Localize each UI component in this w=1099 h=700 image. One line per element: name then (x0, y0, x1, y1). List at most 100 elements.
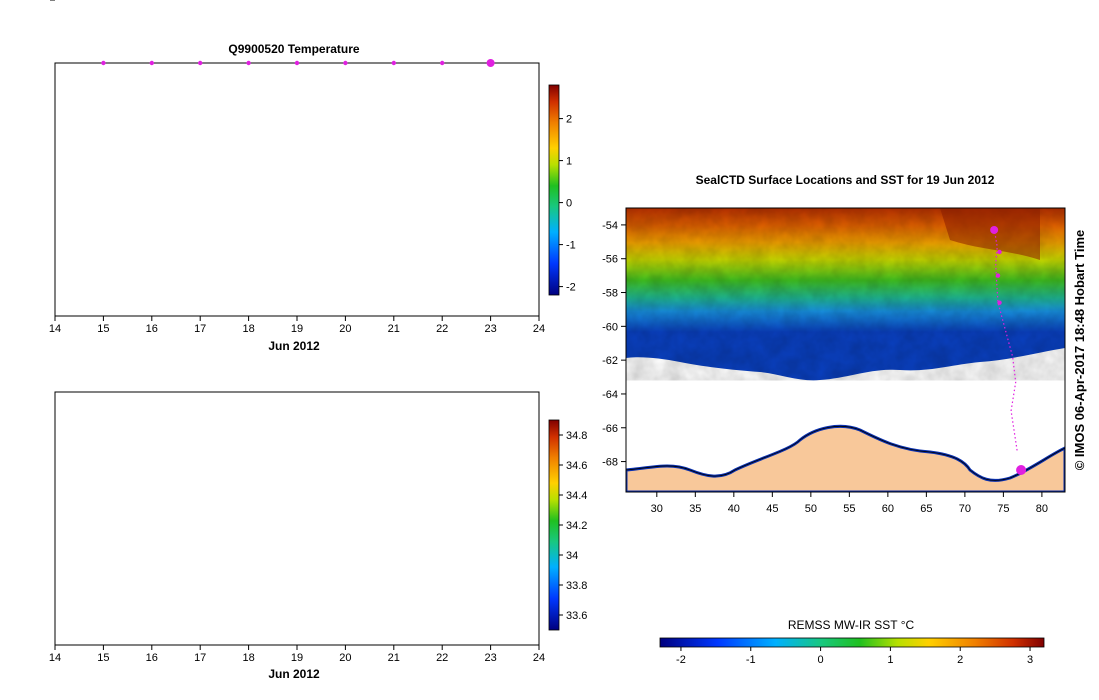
temperature-title: Q9900520 Temperature (228, 42, 360, 56)
y-tick-label: -200 (25, 0, 47, 3)
profile-marker (391, 60, 396, 66)
salinity-y-ticks: 0-200-400-600-800-1000-1200-1400 (19, 0, 55, 3)
temperature-x-ticks: 14 15 16 17 18 19 20 21 22 23 24 (49, 316, 545, 335)
x-tick-label: 20 (339, 323, 351, 335)
colorbar-tick-label: 33.8 (566, 580, 587, 592)
profile-marker (101, 60, 106, 66)
y-tick-label: -1200 (19, 0, 47, 3)
profile-marker (343, 60, 348, 66)
map-lon-ticks: 30 35 40 45 50 55 60 65 70 75 80 (651, 492, 1048, 515)
lon-tick-label: 80 (1036, 503, 1048, 515)
x-tick-label: 23 (484, 652, 496, 664)
last-location-marker (1016, 465, 1027, 476)
current-location-marker (990, 225, 999, 234)
x-tick-label: 15 (97, 652, 109, 664)
temperature-axes-frame (54, 62, 540, 317)
map-title: SealCTD Surface Locations and SST for 19… (696, 173, 995, 187)
lon-tick-label: 35 (689, 503, 701, 515)
surface-marker (997, 249, 1002, 255)
salinity-axes-frame (54, 391, 540, 646)
x-tick-label: 22 (436, 323, 448, 335)
y-tick-label: -1000 (19, 0, 47, 3)
lon-tick-label: 75 (997, 503, 1009, 515)
temperature-colorbar-ticks: 2 1 0 -1 -2 (559, 114, 576, 294)
x-tick-label: 24 (533, 652, 545, 664)
y-tick-label: -200 (25, 0, 47, 3)
x-tick-label: 18 (242, 652, 254, 664)
sst-colorbar-label: REMSS MW-IR SST °C (788, 618, 915, 632)
lat-tick-label: -68 (602, 457, 618, 469)
sst-colorbar-tick-label: 2 (957, 654, 963, 666)
sst-colorbar-tick-label: -1 (746, 654, 756, 666)
lon-tick-label: 65 (920, 503, 932, 515)
profile-marker (486, 59, 495, 67)
x-tick-label: 15 (97, 323, 109, 335)
sst-colorbar-tick-label: 1 (887, 654, 893, 666)
profile-marker (246, 60, 251, 66)
colorbar-tick-label: -1 (566, 240, 576, 252)
imos-timestamp-label: © IMOS 06-Apr-2017 18:48 Hobart Time (1072, 230, 1087, 471)
salinity-colorbar-ticks: 34.8 34.6 34.4 34.2 34 33.8 33.6 (559, 430, 587, 622)
track-line (993, 228, 1018, 452)
y-tick-label: -800 (25, 0, 47, 3)
sst-colorbar-tick-label: 0 (818, 654, 824, 666)
sst-colorbar-ticks: -2 -1 0 1 2 3 (676, 647, 1033, 666)
lat-tick-label: -60 (602, 321, 618, 333)
x-tick-label: 24 (533, 323, 545, 335)
salinity-x-ticks: 14 15 16 17 18 19 20 21 22 23 24 (49, 645, 545, 664)
x-tick-label: 16 (146, 652, 158, 664)
profile-marker (294, 60, 300, 66)
x-tick-label: 21 (388, 652, 400, 664)
x-tick-label: 22 (436, 652, 448, 664)
y-tick-label: -1200 (19, 0, 47, 3)
y-tick-label: 0 (41, 0, 47, 3)
lat-tick-label: -62 (602, 355, 618, 367)
surface-marker (995, 273, 1001, 278)
lat-tick-label: -64 (602, 389, 618, 401)
x-tick-label: 17 (194, 652, 206, 664)
colorbar-tick-label: 0 (566, 198, 572, 210)
lat-tick-label: -58 (602, 288, 618, 300)
profile-marker (440, 60, 445, 66)
temperature-xlabel: Jun 2012 (268, 339, 320, 353)
lon-tick-label: 45 (766, 503, 778, 515)
colorbar-tick-label: 34.8 (566, 430, 587, 442)
sst-field (626, 208, 1065, 492)
seal-track (990, 225, 1027, 476)
x-tick-label: 19 (291, 652, 303, 664)
profile-marker (198, 60, 203, 66)
profile-marker (149, 60, 154, 66)
colorbar-tick-label: -2 (566, 282, 576, 294)
y-tick-label: -400 (25, 0, 47, 3)
x-tick-label: 14 (49, 652, 61, 664)
x-tick-label: 18 (242, 323, 254, 335)
y-tick-label: 0 (41, 0, 47, 3)
x-tick-label: 14 (49, 323, 61, 335)
x-tick-label: 20 (339, 652, 351, 664)
y-tick-label: -1400 (19, 0, 47, 3)
lon-tick-label: 60 (882, 503, 894, 515)
x-tick-label: 23 (484, 323, 496, 335)
y-tick-label: -800 (25, 0, 47, 3)
y-tick-label: -600 (25, 0, 47, 3)
sst-colorbar-tick-label: -2 (676, 654, 686, 666)
colorbar-tick-label: 2 (566, 114, 572, 126)
colorbar-tick-label: 1 (566, 156, 572, 168)
sst-colorbar (659, 637, 1045, 648)
x-tick-label: 16 (146, 323, 158, 335)
y-tick-label: -400 (25, 0, 47, 3)
temperature-section-panel: Q9900520 Temperature 14 15 16 17 18 19 20 21 22 2… (19, 0, 576, 353)
map-frame (625, 207, 1066, 493)
map-lat-ticks: -54 -56 -58 -60 -62 -64 -66 -68 (602, 220, 626, 469)
salinity-xlabel: Jun 2012 (268, 667, 320, 681)
y-tick-label: -1000 (19, 0, 47, 3)
sst-colorbar-tick-label: 3 (1027, 654, 1033, 666)
colorbar-tick-label: 34.4 (566, 490, 587, 502)
lat-tick-label: -54 (602, 220, 618, 232)
lon-tick-label: 50 (805, 503, 817, 515)
salinity-colorbar (548, 419, 560, 631)
temperature-y-ticks: 0-200-400-600-800-1000-1200-1400 (19, 0, 55, 3)
profile-markers (101, 59, 495, 67)
